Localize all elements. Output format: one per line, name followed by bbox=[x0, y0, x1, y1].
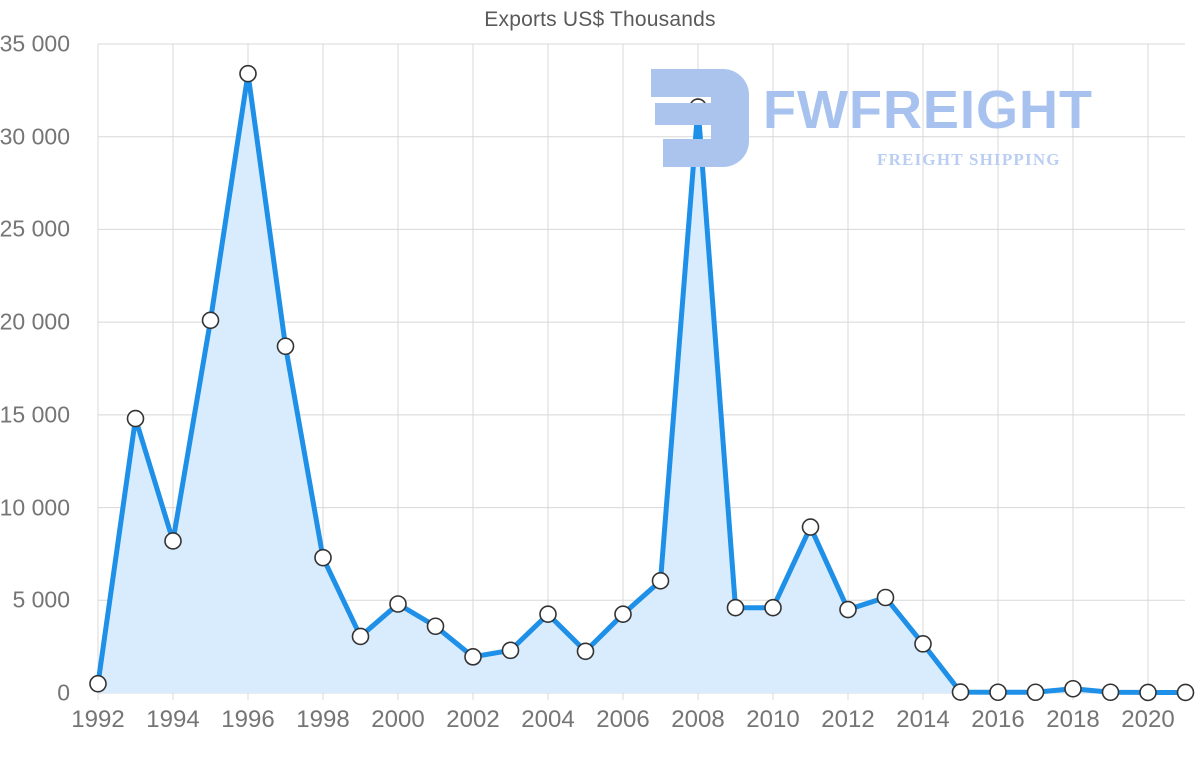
data-point-marker[interactable] bbox=[1176, 683, 1195, 702]
data-point-marker[interactable] bbox=[464, 648, 482, 666]
y-axis-tick-label: 20 000 bbox=[0, 308, 70, 335]
data-point-marker[interactable] bbox=[89, 674, 107, 693]
data-point-marker[interactable] bbox=[876, 588, 895, 607]
data-point-marker[interactable] bbox=[1064, 679, 1082, 698]
data-point-marker[interactable] bbox=[314, 548, 332, 567]
y-axis-tick-label: 30 000 bbox=[0, 123, 70, 150]
data-point-marker[interactable] bbox=[839, 600, 857, 619]
data-point-marker[interactable] bbox=[201, 311, 220, 330]
x-axis-tick-label: 1992 bbox=[71, 706, 125, 733]
data-point-marker[interactable] bbox=[426, 617, 445, 636]
data-point-marker[interactable] bbox=[614, 605, 632, 623]
data-point-marker[interactable] bbox=[951, 683, 970, 701]
data-point-marker[interactable] bbox=[801, 518, 820, 536]
x-axis-tick-label: 2000 bbox=[371, 706, 425, 733]
data-point-marker[interactable] bbox=[1139, 683, 1157, 702]
y-axis-tick-label: 5 000 bbox=[12, 586, 70, 613]
y-axis-tick-label: 35 000 bbox=[0, 30, 70, 57]
data-point-marker[interactable] bbox=[276, 337, 295, 356]
x-axis-tick-label: 2016 bbox=[971, 706, 1025, 733]
x-axis-tick-label: 2002 bbox=[446, 706, 500, 733]
y-axis-tick-label: 15 000 bbox=[0, 401, 70, 428]
x-axis-tick-label: 2012 bbox=[821, 706, 875, 733]
data-point-marker[interactable] bbox=[539, 605, 557, 623]
data-point-marker[interactable] bbox=[576, 642, 595, 661]
data-point-marker[interactable] bbox=[164, 532, 182, 550]
x-axis-tick-label: 2018 bbox=[1046, 706, 1100, 733]
data-point-marker[interactable] bbox=[914, 635, 932, 653]
x-axis-tick-label: 1998 bbox=[296, 706, 350, 733]
data-point-marker[interactable] bbox=[1101, 683, 1120, 702]
x-axis-tick-label: 2014 bbox=[896, 706, 950, 733]
x-axis-tick-label: 1994 bbox=[146, 706, 200, 733]
x-axis-tick-label: 2006 bbox=[596, 706, 650, 733]
area-polygon bbox=[98, 73, 1186, 694]
x-axis-tick-label: 2010 bbox=[746, 706, 800, 733]
data-point-marker[interactable] bbox=[389, 595, 407, 613]
data-point-marker[interactable] bbox=[726, 598, 745, 617]
data-point-marker[interactable] bbox=[351, 627, 370, 646]
area-fill bbox=[98, 73, 1186, 694]
data-point-marker[interactable] bbox=[126, 409, 145, 428]
data-point-marker[interactable] bbox=[651, 572, 670, 590]
y-axis-tick-label: 10 000 bbox=[0, 494, 70, 521]
x-axis-tick-label: 1996 bbox=[221, 706, 275, 733]
data-point-marker[interactable] bbox=[239, 64, 257, 83]
x-axis-tick-label: 2008 bbox=[671, 706, 725, 733]
x-axis-tick-label: 2020 bbox=[1121, 706, 1175, 733]
y-axis-tick-label: 25 000 bbox=[0, 215, 70, 242]
chart-title: Exports US$ Thousands bbox=[484, 8, 716, 31]
data-point-marker[interactable] bbox=[989, 683, 1007, 702]
y-axis-tick-label: 0 bbox=[57, 679, 70, 706]
data-point-marker[interactable] bbox=[689, 98, 707, 116]
data-point-marker[interactable] bbox=[1026, 683, 1045, 702]
x-axis-tick-label: 2004 bbox=[521, 706, 575, 733]
data-point-marker[interactable] bbox=[501, 641, 520, 660]
data-point-marker[interactable] bbox=[764, 598, 782, 617]
